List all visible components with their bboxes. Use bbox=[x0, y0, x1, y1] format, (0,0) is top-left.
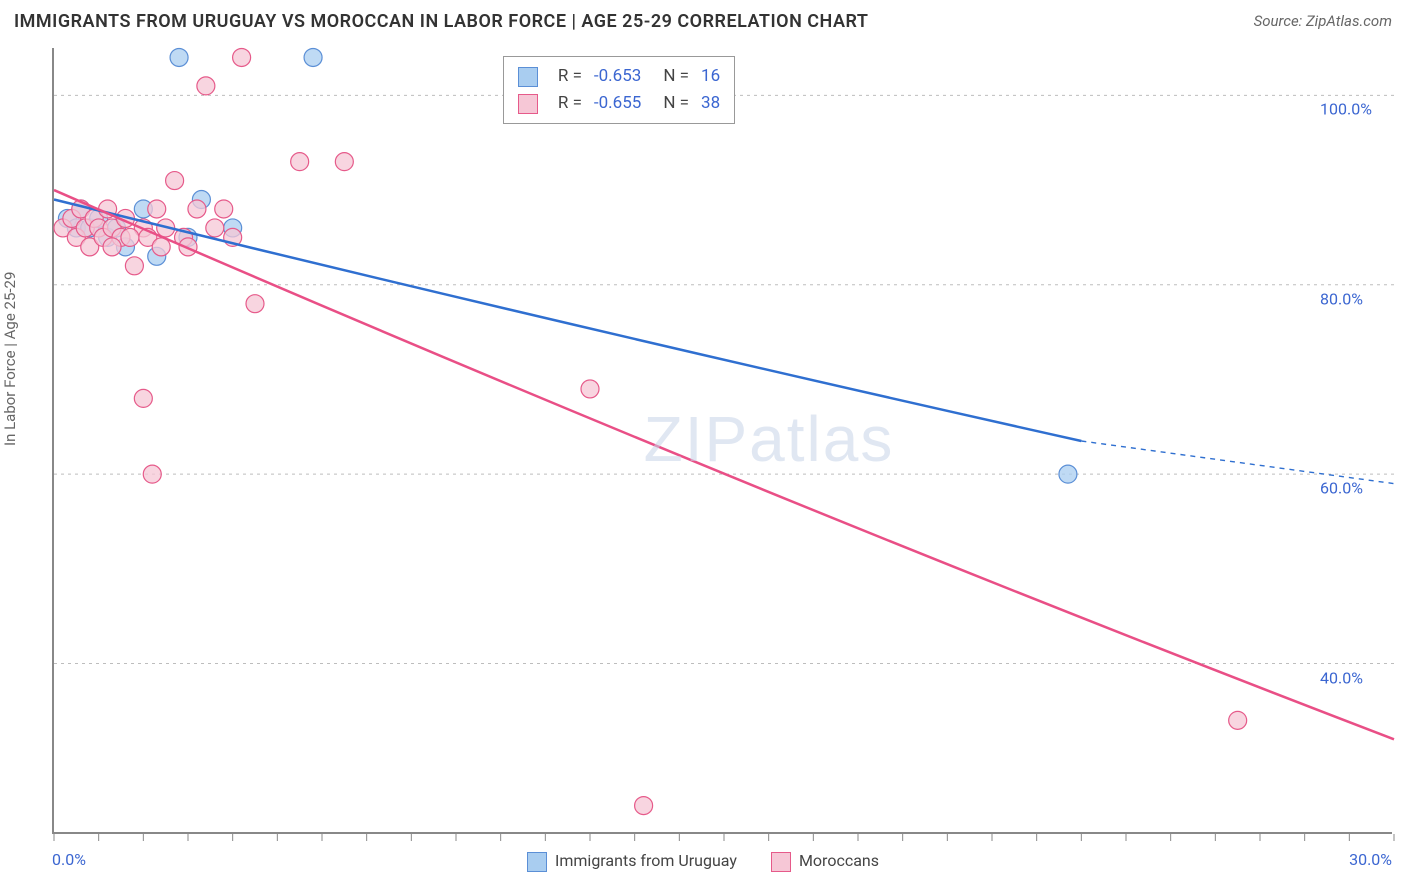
stats-legend-row: R = -0.655 N = 38 bbox=[518, 90, 720, 117]
source-label: Source: ZipAtlas.com bbox=[1254, 12, 1392, 30]
stats-legend-box: R = -0.653 N = 16 R = -0.655 N = 38 bbox=[503, 56, 735, 124]
n-value: 38 bbox=[701, 90, 720, 117]
n-label: N = bbox=[663, 63, 689, 90]
r-value: -0.653 bbox=[594, 63, 641, 90]
plot-area: ZIPatlas R =-0.653N =16R =-0.655N =38 bbox=[52, 48, 1392, 834]
n-label: N = bbox=[663, 90, 689, 117]
r-label: R = bbox=[558, 90, 582, 117]
series-legend-item: Immigrants from Uruguay bbox=[527, 851, 737, 872]
chart-container: IMMIGRANTS FROM URUGUAY VS MOROCCAN IN L… bbox=[0, 0, 1406, 892]
n-value: 16 bbox=[701, 63, 720, 90]
x-tick-label: 30.0% bbox=[1349, 850, 1392, 869]
legend-swatch bbox=[527, 852, 547, 872]
legend-label: Immigrants from Uruguay bbox=[555, 851, 737, 870]
y-tick-label: 40.0% bbox=[1320, 668, 1363, 687]
r-value: -0.655 bbox=[594, 90, 641, 117]
series-legend: Immigrants from Uruguay Moroccans bbox=[0, 851, 1406, 872]
chart-title: IMMIGRANTS FROM URUGUAY VS MOROCCAN IN L… bbox=[14, 11, 868, 32]
plot-svg bbox=[54, 48, 1392, 832]
y-tick-label: 100.0% bbox=[1320, 100, 1372, 119]
r-label: R = bbox=[558, 63, 582, 90]
x-tick-label: 0.0% bbox=[52, 850, 86, 869]
series-legend-item: Moroccans bbox=[771, 851, 879, 872]
y-tick-label: 60.0% bbox=[1320, 479, 1363, 498]
legend-swatch bbox=[771, 852, 791, 872]
legend-swatch bbox=[518, 67, 538, 87]
stats-legend-row: R = -0.653 N = 16 bbox=[518, 63, 720, 90]
y-tick-label: 80.0% bbox=[1320, 289, 1363, 308]
y-axis-label: In Labor Force | Age 25-29 bbox=[1, 272, 19, 446]
title-bar: IMMIGRANTS FROM URUGUAY VS MOROCCAN IN L… bbox=[0, 0, 1406, 42]
legend-label: Moroccans bbox=[799, 851, 879, 870]
legend-swatch bbox=[518, 94, 538, 114]
